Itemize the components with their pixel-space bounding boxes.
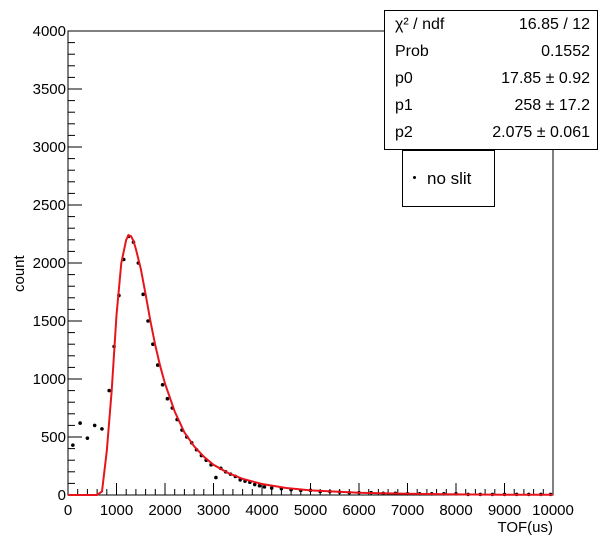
data-point (100, 427, 104, 431)
data-point (151, 342, 155, 347)
stats-name: p1 (395, 97, 413, 114)
stats-value: 17.85 ± 0.92 (501, 70, 590, 87)
stats-row: p2 2.075 ± 0.061 (385, 121, 597, 145)
stats-name: Prob (395, 43, 429, 60)
data-point (92, 423, 97, 428)
data-point (107, 388, 112, 393)
x-tick-label: 8000 (439, 502, 472, 519)
x-tick-label: 10000 (532, 502, 574, 519)
y-axis-title: count (11, 254, 28, 292)
stats-value: 16.85 / 12 (518, 16, 590, 33)
data-point (165, 396, 170, 401)
y-tick-label: 0 (58, 487, 66, 504)
y-tick-label: 500 (41, 429, 66, 446)
data-point (146, 319, 150, 323)
data-point (269, 486, 274, 490)
y-tick-label: 3000 (33, 139, 66, 156)
y-axis: 0 500 1000 1500 2000 2500 3000 3500 4000 (33, 23, 82, 504)
data-point (257, 483, 262, 488)
x-tick-label: 7000 (391, 502, 424, 519)
x-tick-label: 4000 (245, 502, 278, 519)
y-tick-label: 3500 (33, 81, 66, 98)
x-tick-label: 6000 (342, 502, 375, 519)
data-point (71, 443, 75, 447)
fit-curve (68, 233, 554, 496)
data-point (78, 421, 82, 425)
stats-name: p2 (395, 124, 413, 141)
data-point (214, 475, 218, 480)
legend: no slit (402, 150, 495, 207)
legend-label: no slit (427, 169, 472, 188)
x-axis-title: TOF(us) (497, 519, 553, 536)
stats-value: 0.1552 (541, 43, 590, 60)
x-tick-label: 0 (64, 502, 72, 519)
data-point (252, 482, 257, 487)
y-tick-label: 2000 (33, 255, 66, 272)
x-tick-label: 2000 (148, 502, 181, 519)
stats-row: χ² / ndf 16.85 / 12 (385, 13, 597, 37)
y-tick-label: 4000 (33, 23, 66, 40)
data-point (141, 292, 145, 297)
stats-value: 2.075 ± 0.061 (492, 124, 590, 141)
fit-stats-box: χ² / ndf 16.85 / 12 Prob 0.1552 p0 17.85… (384, 10, 598, 150)
stats-value: 258 ± 17.2 (514, 97, 590, 114)
x-axis: 0 1000 2000 3000 4000 5000 6000 7000 8000 9000 100… (64, 483, 574, 519)
legend-marker-dot (413, 176, 416, 179)
x-tick-label: 1000 (100, 502, 133, 519)
x-tick-label: 3000 (197, 502, 230, 519)
y-tick-label: 1500 (33, 313, 66, 330)
y-tick-label: 1000 (33, 371, 66, 388)
stats-name: χ² / ndf (395, 16, 445, 33)
stats-name: p0 (395, 70, 413, 87)
stats-row: Prob 0.1552 (385, 40, 597, 64)
data-point (155, 363, 160, 367)
y-tick-label: 2500 (33, 197, 66, 214)
data-point (85, 436, 90, 440)
stats-row: p0 17.85 ± 0.92 (385, 67, 597, 91)
data-point (262, 485, 267, 489)
x-tick-label: 5000 (294, 502, 327, 519)
x-tick-label: 9000 (488, 502, 521, 519)
data-point (160, 383, 165, 387)
stats-row: p1 258 ± 17.2 (385, 94, 597, 118)
